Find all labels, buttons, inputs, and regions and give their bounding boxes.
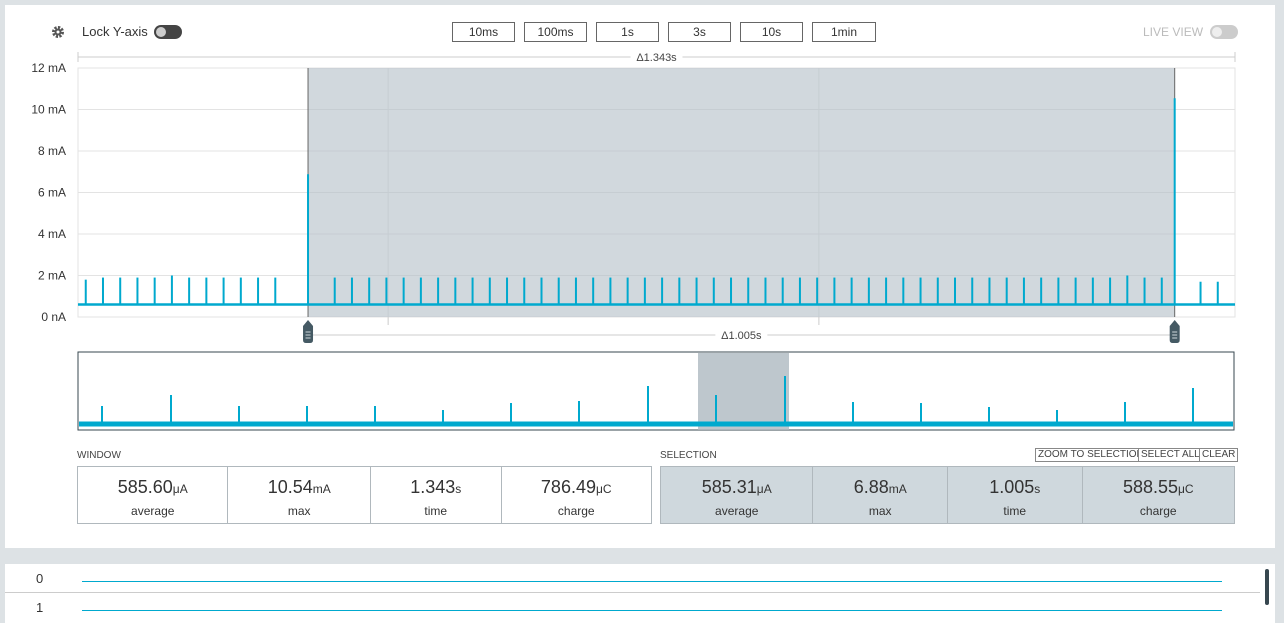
lock-toggle[interactable] [154,25,182,39]
channel-line [82,581,1222,582]
stat-label: average [715,504,759,518]
stat-value-row: 585.31μA [661,477,812,499]
stat-value: 1.005 [989,477,1035,497]
live-toggle[interactable] [1210,25,1238,39]
stat-label: max [287,504,311,518]
scrollbar[interactable] [1265,569,1269,605]
time-button[interactable]: 100ms [524,22,587,42]
stat-unit: μC [1178,482,1194,496]
stat-value-row: 588.55μC [1083,477,1234,499]
stat-unit: mA [888,482,907,496]
stat-value: 585.31 [701,477,757,497]
stat-value-row: 6.88mA [813,477,947,499]
stat-value-row: 10.54mA [228,477,370,499]
y-tick-label: 10 mA [31,103,66,117]
label-bg [630,50,683,64]
handle-grip [1172,331,1178,339]
stat-unit: μA [172,482,188,496]
y-tick-label: 0 nA [41,310,66,324]
y-tick-label: 2 mA [38,269,66,283]
time-button[interactable]: 3s [668,22,731,42]
selection-delta: Δ1.005s [721,330,762,342]
stat-label: charge [1139,504,1177,518]
selection-stats: 585.31μA average 6.88mA max 1.005s time 588.55… [660,466,1235,524]
selection-area [308,68,1175,317]
overview-frame [77,351,1235,431]
stat-unit: s [1034,482,1041,496]
stat-value-row: 786.49μC [502,477,651,499]
stat-unit: mA [312,482,331,496]
time-button[interactable]: 10s [740,22,803,42]
stat-label: charge [557,504,595,518]
y-tick-label: 8 mA [38,144,66,158]
selection-title: SELECTION [660,450,717,461]
stat-cell: 1.343s time [369,467,501,523]
overview-selection [698,353,789,430]
stat-label: max [868,504,892,518]
y-tick-label: 12 mA [31,61,66,75]
channel-label: 1 [36,600,44,615]
stat-value: 585.60 [117,477,173,497]
stat-value: 588.55 [1122,477,1178,497]
toggle-knob [156,27,166,37]
y-tick-label: 6 mA [38,186,66,200]
time-button[interactable]: 1min [812,22,876,42]
window-title: WINDOW [77,450,121,461]
stat-value-row: 1.343s [371,477,501,499]
settings-icon[interactable] [51,25,65,39]
stat-cell: 588.55μC charge [1081,467,1234,523]
window-delta: Δ1.343s [636,52,677,64]
stat-value: 10.54 [267,477,313,497]
stat-cell: 786.49μC charge [500,467,651,523]
overview-spikes [101,376,1194,424]
stat-label: time [1003,504,1027,518]
stat-unit: s [455,482,462,496]
stat-cell: 585.31μA average [661,467,812,523]
chart: 0 nA 2 mA 4 mA 6 mA 8 mA 10 mA 12 mA Δ1.343s Δ1.… [31,50,1236,431]
handle-grip [305,331,311,339]
stat-value-row: 1.005s [948,477,1082,499]
stat-unit: μA [756,482,772,496]
y-tick-label: 4 mA [38,227,66,241]
stat-value: 6.88 [853,477,889,497]
toggle-knob [1212,27,1222,37]
channel-label: 0 [36,571,44,586]
stat-label: time [424,504,448,518]
time-button[interactable]: 1s [596,22,659,42]
window-stats: 585.60μA average 10.54mA max 1.343s time 786.4… [77,466,652,524]
stat-label: average [131,504,175,518]
stat-value: 786.49 [540,477,596,497]
clear-button[interactable]: CLEAR [1199,448,1239,462]
label-bg [715,328,768,342]
lock-label: Lock Y-axis [82,24,148,39]
channel-separator [5,592,1260,593]
stat-unit: μC [595,482,612,496]
stat-cell: 1.005s time [947,467,1082,523]
stat-value-row: 585.60μA [78,477,227,499]
stat-cell: 10.54mA max [227,467,370,523]
stat-value: 1.343 [410,477,456,497]
zoom-button[interactable]: ZOOM TO SELECTION [1035,448,1147,462]
live-view-label: LIVE VIEW [1143,25,1204,39]
time-button[interactable]: 10ms [452,22,515,42]
channel-line [82,610,1222,611]
select-all-button[interactable]: SELECT ALL [1138,448,1203,462]
digital-panel [5,564,1275,623]
stat-cell: 585.60μA average [78,467,227,523]
stat-cell: 6.88mA max [812,467,947,523]
